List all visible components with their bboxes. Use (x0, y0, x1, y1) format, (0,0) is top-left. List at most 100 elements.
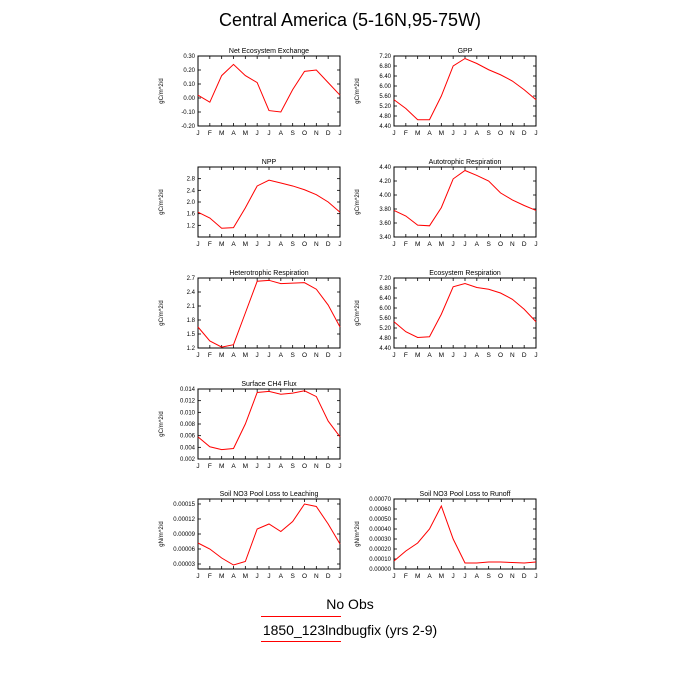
y-tick-label: 0.00010 (369, 557, 391, 563)
x-tick-label: A (427, 130, 432, 137)
legend-obs-line (261, 616, 341, 617)
x-tick-label: F (404, 573, 408, 580)
y-tick-label: 5.20 (379, 104, 391, 110)
series-line (393, 57, 537, 121)
chart-title: Autotrophic Respiration (429, 159, 502, 166)
x-tick-label: A (231, 352, 236, 359)
series-line (197, 390, 341, 451)
x-tick-label: J (463, 573, 466, 580)
y-tick-label: 0.014 (180, 387, 196, 393)
x-tick-label: O (498, 573, 503, 580)
x-tick-label: J (338, 573, 341, 580)
y-tick-label: 6.80 (379, 286, 391, 292)
y-tick-label: 0.00070 (369, 497, 391, 503)
x-tick-label: M (219, 463, 224, 470)
x-tick-label: J (256, 130, 259, 137)
x-tick-label: J (534, 241, 537, 248)
chart-soil-no3-leaching: Soil NO3 Pool Loss to Leaching gN/m^2/d J F… (159, 491, 342, 580)
y-tick-label: 0.00030 (369, 537, 391, 543)
x-tick-label: D (522, 241, 527, 248)
y-tick-label: 0.00009 (173, 532, 195, 538)
x-tick-label: A (279, 352, 284, 359)
x-tick-label: J (338, 352, 341, 359)
plot-frame (197, 277, 341, 349)
x-tick-label: A (231, 241, 236, 248)
series-line (197, 179, 341, 229)
y-tick-label: 4.80 (379, 114, 391, 120)
x-tick-label: A (231, 463, 236, 470)
x-tick-label: J (196, 573, 199, 580)
x-tick-label: O (302, 573, 307, 580)
x-tick-label: F (208, 573, 212, 580)
y-tick-label: 0.00060 (369, 507, 391, 513)
plot-frame (393, 55, 537, 127)
x-tick-label: J (463, 241, 466, 248)
x-tick-label: F (208, 130, 212, 137)
x-tick-label: J (256, 573, 259, 580)
x-tick-label: J (452, 241, 455, 248)
y-tick-label: 2.7 (187, 276, 196, 282)
x-tick-label: F (404, 241, 408, 248)
x-tick-label: J (463, 130, 466, 137)
y-tick-label: 2.4 (187, 290, 196, 296)
x-tick-label: J (463, 352, 466, 359)
plot-frame (393, 277, 537, 349)
y-tick-label: 0.002 (180, 457, 196, 463)
y-tick-label: 2.8 (187, 177, 196, 183)
x-tick-label: O (302, 241, 307, 248)
y-tick-label: 0.008 (180, 422, 196, 428)
series-line (393, 282, 537, 339)
y-tick-label: 0.00050 (369, 517, 391, 523)
y-axis-label: gC/m^2/d (159, 78, 165, 104)
plot-frame (197, 55, 341, 127)
x-tick-label: S (486, 573, 491, 580)
chart-title: GPP (458, 48, 473, 55)
x-tick-label: M (415, 352, 420, 359)
x-tick-label: J (267, 463, 270, 470)
plot-frame (393, 498, 537, 570)
x-tick-label: J (256, 352, 259, 359)
y-tick-label: 1.6 (187, 212, 196, 218)
y-tick-label: 0.00020 (369, 547, 391, 553)
x-tick-label: M (243, 352, 248, 359)
x-tick-label: N (314, 463, 319, 470)
y-tick-label: 6.40 (379, 296, 391, 302)
x-tick-label: J (392, 241, 395, 248)
x-tick-label: J (267, 352, 270, 359)
x-tick-label: A (475, 130, 480, 137)
legend-case-label: 1850_123lndbugfix (yrs 2-9) (262, 622, 438, 638)
y-axis-label: gC/m^2/d (159, 189, 165, 215)
chart-title: Net Ecosystem Exchange (229, 48, 309, 55)
x-tick-label: J (267, 573, 270, 580)
x-tick-label: O (302, 130, 307, 137)
y-axis-label: gC/m^2/d (159, 411, 165, 437)
x-tick-label: J (534, 352, 537, 359)
x-tick-label: O (498, 352, 503, 359)
x-tick-label: M (243, 573, 248, 580)
y-tick-label: 4.40 (379, 165, 391, 171)
y-tick-label: 0.004 (180, 445, 196, 451)
y-tick-label: 0.00 (183, 96, 195, 102)
x-tick-label: N (314, 241, 319, 248)
chart-title: Soil NO3 Pool Loss to Runoff (420, 491, 511, 498)
x-tick-label: M (219, 130, 224, 137)
y-tick-label: 3.80 (379, 207, 391, 213)
x-tick-label: F (404, 130, 408, 137)
x-tick-label: F (208, 241, 212, 248)
x-tick-label: A (279, 241, 284, 248)
y-tick-label: 4.80 (379, 336, 391, 342)
y-tick-label: 1.2 (187, 346, 196, 352)
chart-title: Heterotrophic Respiration (229, 270, 308, 277)
x-tick-label: D (326, 573, 331, 580)
x-tick-label: J (196, 463, 199, 470)
y-tick-label: 0.006 (180, 434, 196, 440)
series-line (393, 504, 537, 564)
y-tick-label: 0.012 (180, 399, 196, 405)
x-tick-label: M (243, 463, 248, 470)
